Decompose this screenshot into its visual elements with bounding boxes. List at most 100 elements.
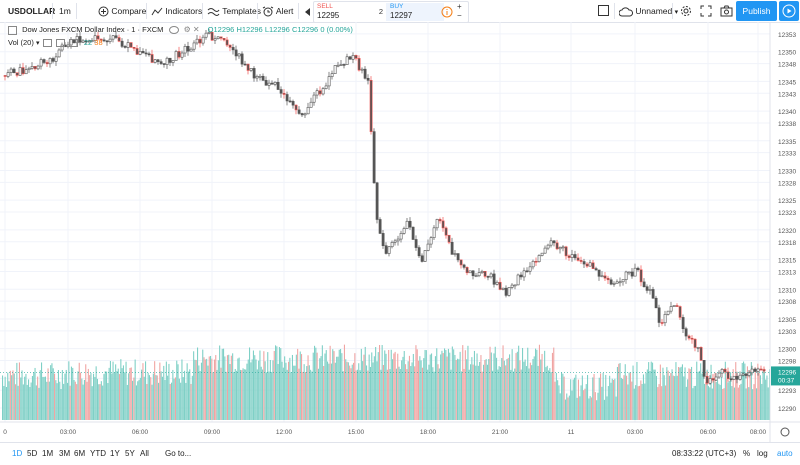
volume-bar	[64, 373, 66, 420]
compare-button[interactable]: Compare	[98, 0, 146, 22]
volume-bar	[441, 350, 443, 420]
volume-bar	[437, 364, 439, 420]
candle-body	[303, 113, 307, 116]
volume-bar	[420, 360, 422, 420]
volume-bar	[360, 348, 362, 420]
range-ytd[interactable]: YTD	[90, 449, 106, 458]
range-6m[interactable]: 6M	[74, 449, 86, 458]
volume-bar	[402, 356, 404, 420]
interval-button[interactable]: 1m	[59, 6, 71, 16]
volume-bar	[355, 370, 357, 420]
candle-body	[51, 58, 55, 62]
volume-bar	[80, 372, 82, 420]
legend-close-icon[interactable]	[68, 39, 78, 48]
volume-bar	[350, 368, 352, 420]
percent-toggle[interactable]: %	[743, 449, 751, 458]
volume-bar	[393, 353, 395, 420]
volume-bar	[515, 353, 517, 420]
volume-bar	[284, 356, 286, 420]
info-icon[interactable]	[441, 6, 453, 18]
volume-bar	[502, 345, 504, 420]
candle-body	[393, 240, 397, 243]
legend-eye-icon[interactable]	[42, 39, 52, 48]
volume-bar	[236, 370, 238, 420]
alert-button[interactable]: Alert	[262, 0, 293, 22]
layout-button[interactable]: Unnamed ▾	[619, 0, 678, 22]
candle-body	[78, 36, 82, 43]
publish-button[interactable]: Publish	[736, 1, 777, 21]
candle-body	[489, 273, 493, 278]
chevron-down-icon[interactable]: ▾	[35, 40, 40, 47]
templates-button[interactable]: Templates	[207, 0, 261, 22]
volume-bar	[346, 361, 348, 420]
volume-bar	[706, 369, 708, 420]
play-button[interactable]	[779, 1, 799, 21]
goto-button[interactable]: Go to...	[165, 449, 192, 458]
range-1d[interactable]: 1D	[12, 449, 23, 458]
volume-bar	[329, 345, 331, 420]
price-chart[interactable]: 1229012293122951229812300123031230512308…	[0, 22, 800, 442]
volume-bar	[429, 354, 431, 420]
volume-bar	[570, 379, 572, 420]
volume-bar	[694, 385, 696, 420]
volume-bar	[676, 375, 678, 420]
volume-bar	[181, 359, 183, 420]
range-5d[interactable]: 5D	[27, 449, 38, 458]
fullscreen-icon[interactable]	[700, 5, 712, 17]
collapse-icon[interactable]	[8, 25, 17, 35]
range-3m[interactable]: 3M	[59, 449, 71, 458]
volume-bar	[553, 347, 555, 420]
candle-body	[420, 255, 424, 262]
indicators-button[interactable]: Indicators	[151, 0, 202, 22]
candle-body	[252, 68, 256, 79]
legend-settings-icon[interactable]	[55, 39, 65, 48]
volume-bar	[756, 388, 758, 420]
volume-bar	[511, 349, 513, 420]
volume-bar	[540, 359, 542, 420]
volume-bar	[401, 360, 403, 420]
legend-settings-icon[interactable]: ⚙	[183, 25, 191, 34]
candle-body	[300, 113, 304, 116]
volume-bar	[341, 353, 343, 420]
volume-bar	[112, 361, 114, 420]
legend-eye-icon[interactable]	[169, 26, 180, 35]
range-5y[interactable]: 5Y	[125, 449, 135, 458]
divider	[202, 3, 203, 19]
price-tick-label: 12345	[778, 79, 796, 86]
volume-bar	[739, 385, 741, 420]
symbol-search[interactable]: USDOLLAR	[8, 6, 56, 16]
volume-bar	[4, 376, 6, 420]
volume-bar	[60, 389, 62, 420]
log-toggle[interactable]: log	[757, 449, 768, 458]
replay-button[interactable]	[303, 0, 311, 22]
volume-bar	[743, 361, 745, 420]
volume-bar	[52, 368, 54, 420]
gear-icon[interactable]	[680, 5, 692, 17]
camera-icon[interactable]	[720, 5, 733, 17]
volume-bar	[117, 368, 119, 420]
range-1m[interactable]: 1M	[42, 449, 54, 458]
range-all[interactable]: All	[140, 449, 149, 458]
volume-bar	[103, 374, 105, 420]
candle-body	[504, 287, 508, 296]
auto-toggle[interactable]: auto	[777, 449, 793, 458]
volume-bar	[29, 386, 31, 420]
checkbox-icon[interactable]	[598, 5, 609, 16]
volume-bar	[265, 372, 267, 420]
legend-close-icon[interactable]: ✕	[192, 25, 200, 34]
candle-body	[585, 263, 589, 267]
volume-bar	[717, 380, 719, 420]
quantity-stepper[interactable]: + −	[457, 2, 462, 20]
sell-button[interactable]: SELL 12295	[317, 3, 375, 21]
buy-button[interactable]: BUY 12297	[386, 3, 444, 21]
volume-bar	[622, 378, 624, 420]
candle-body	[678, 306, 682, 318]
volume-bar	[7, 372, 9, 420]
volume-bar	[115, 364, 117, 420]
volume-bar	[532, 359, 534, 420]
candle-body	[381, 233, 385, 246]
volume-bar	[496, 357, 498, 420]
range-1y[interactable]: 1Y	[110, 449, 120, 458]
chart-settings-icon[interactable]	[780, 427, 790, 437]
volume-bar	[477, 365, 479, 420]
